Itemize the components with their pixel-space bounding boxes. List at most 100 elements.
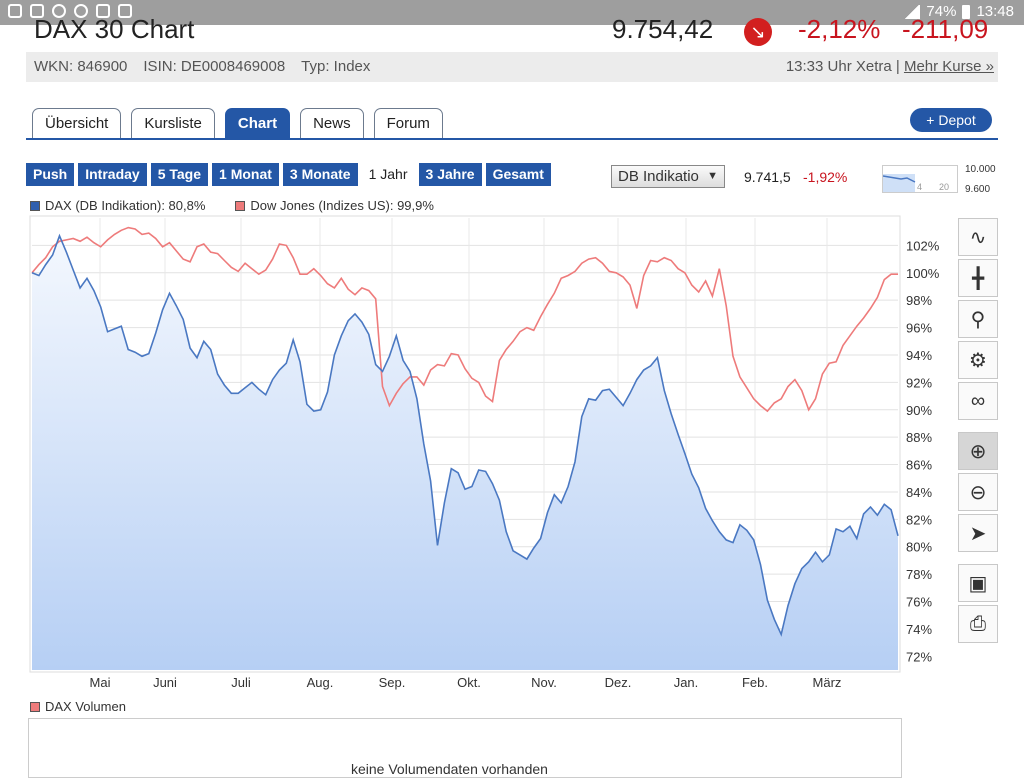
chart-toolbar: ∿ ╋ ⚲ ⚙ ∞ ⊕ ⊖ ➤ ▣ ⎙ [958,218,998,643]
security-info-bar: WKN: 846900 ISIN: DE0008469008 Typ: Inde… [26,52,998,82]
dax-area [32,235,898,671]
range-push-button[interactable]: Push [26,163,75,186]
range-total-button[interactable]: Gesamt [485,163,551,186]
x-tick-label: Jan. [674,675,699,690]
y-tick-label: 94% [906,348,932,363]
settings-icon[interactable]: ⚙ [958,341,998,379]
legend-label-dow: Dow Jones (Indizes US): 99,9% [250,198,434,213]
y-tick-label: 84% [906,485,932,500]
bag-icon [118,4,132,18]
range-1-month-button[interactable]: 1 Monat [212,163,279,186]
range-intraday-button[interactable]: Intraday [78,163,147,186]
mini-chart-top-label: 10.000 [965,164,996,175]
y-tick-label: 88% [906,430,932,445]
price-chart[interactable]: 102% 100% 98% 96% 94% 92% 90% 88% 86% 84% 82% 80% 78… [26,214,946,694]
legend-swatch-dax [30,200,40,211]
x-tick-label: Feb. [742,675,768,690]
mini-chart-svg: 4 20 [882,174,949,192]
mini-overview-chart[interactable]: 4 20 [882,165,958,193]
range-3-months-button[interactable]: 3 Monate [282,163,358,186]
type-label: Typ: Index [301,58,371,75]
y-axis-ticks: 102% 100% 98% 96% 94% 92% 90% 88% 86% 84% 82% 80% 78… [906,238,940,664]
quote-time: 13:33 Uhr Xetra | [785,58,900,75]
legend-item-dow[interactable]: Dow Jones (Indizes US): 99,9% [235,198,434,213]
gallery-icon [8,4,22,18]
legend-swatch-dow [235,200,246,211]
current-price: 9.754,42 [612,14,714,44]
tab-underline [26,138,998,140]
tab-overview[interactable]: Übersicht [32,108,122,139]
system-statusbar: 74% 13:48 [0,0,1024,25]
x-tick-label: Juli [231,675,251,690]
y-tick-label: 72% [906,649,932,664]
x-tick-label: Nov. [531,675,557,690]
x-axis-ticks: Mai Juni Juli Aug. Sep. Okt. Nov. Dez. Jan. Feb. M… [90,675,842,690]
notification-icons [8,4,132,18]
clock: 13:48 [976,3,1014,20]
y-tick-label: 98% [906,293,932,308]
legend-label-dax: DAX (DB Indikation): 80,8% [45,198,206,213]
zoom-out-icon[interactable]: ⊖ [958,473,998,511]
link-icon[interactable]: ∞ [958,382,998,420]
y-tick-label: 86% [906,458,932,473]
time-range-selector: Push Intraday 5 Tage 1 Monat 3 Monate 1 … [26,163,551,186]
indicator-select-value: DB Indikatio [618,168,699,185]
section-tabs: Übersicht Kursliste Chart News Forum [32,108,443,139]
change-percent: -2,12% [798,14,881,44]
y-tick-label: 82% [906,512,932,527]
x-tick-label: Okt. [457,675,481,690]
add-depot-button[interactable]: + Depot [910,108,992,132]
dow-jones-line [31,226,898,413]
x-tick-label: Aug. [307,675,334,690]
battery-level: 74% [926,3,957,20]
toolbar-spacer [958,555,998,561]
tab-price-list[interactable]: Kursliste [131,108,215,139]
mini-chart-bottom-label: 9.600 [965,184,991,195]
wkn-label: WKN: 846900 [34,58,128,75]
x-tick-label: Sep. [379,675,406,690]
range-5-days-button[interactable]: 5 Tage [150,163,209,186]
y-tick-label: 74% [906,622,932,637]
y-tick-label: 76% [906,595,932,610]
y-tick-label: 100% [906,266,940,281]
message-icon [30,4,44,18]
zoom-area-icon[interactable]: ⚲ [958,300,998,338]
range-1-year-button[interactable]: 1 Jahr [361,163,415,186]
change-absolute: -211,09 [902,14,989,44]
x-tick-label: März [813,675,842,690]
indicator-select[interactable]: DB Indikatio ▼ [611,165,725,188]
indicator-change: -1,92% [803,169,848,185]
legend-item-dax[interactable]: DAX (DB Indikation): 80,8% [30,198,205,213]
y-tick-label: 80% [906,540,932,555]
chart-svg: 102% 100% 98% 96% 94% 92% 90% 88% 86% 84% 82% 80% 78… [29,215,940,690]
tab-chart[interactable]: Chart [224,108,291,139]
y-tick-label: 92% [906,375,932,390]
tab-forum[interactable]: Forum [373,108,443,139]
volume-legend: DAX Volumen [30,699,126,714]
indicator-value: 9.741,5 [744,169,791,185]
y-tick-label: 102% [906,238,940,253]
mini-tick-b: 20 [939,182,949,192]
more-quotes-link[interactable]: Mehr Kurse » [903,58,994,75]
line-chart-icon[interactable]: ∿ [958,218,998,256]
dax-line [31,233,899,637]
ohlc-chart-icon[interactable]: ╋ [958,259,998,297]
volume-empty-message: keine Volumendaten vorhanden [351,761,548,777]
chart-legend: DAX (DB Indikation): 80,8% Dow Jones (In… [30,198,434,213]
cloud-icon [74,4,88,18]
range-3-years-button[interactable]: 3 Jahre [418,163,482,186]
pointer-icon[interactable]: ➤ [958,514,998,552]
sync-icon [52,4,66,18]
signal-icon [904,4,921,19]
tab-news[interactable]: News [300,108,364,139]
volume-panel: keine Volumendaten vorhanden [28,718,902,778]
alert-icon [96,4,110,18]
volume-swatch [30,701,40,712]
save-icon[interactable]: ▣ [958,564,998,602]
y-tick-label: 90% [906,403,932,418]
zoom-in-icon[interactable]: ⊕ [958,432,998,470]
battery-icon [962,4,971,19]
mini-chart-line [882,175,916,183]
print-icon[interactable]: ⎙ [958,605,998,643]
trend-down-icon: ↘ [744,18,772,46]
